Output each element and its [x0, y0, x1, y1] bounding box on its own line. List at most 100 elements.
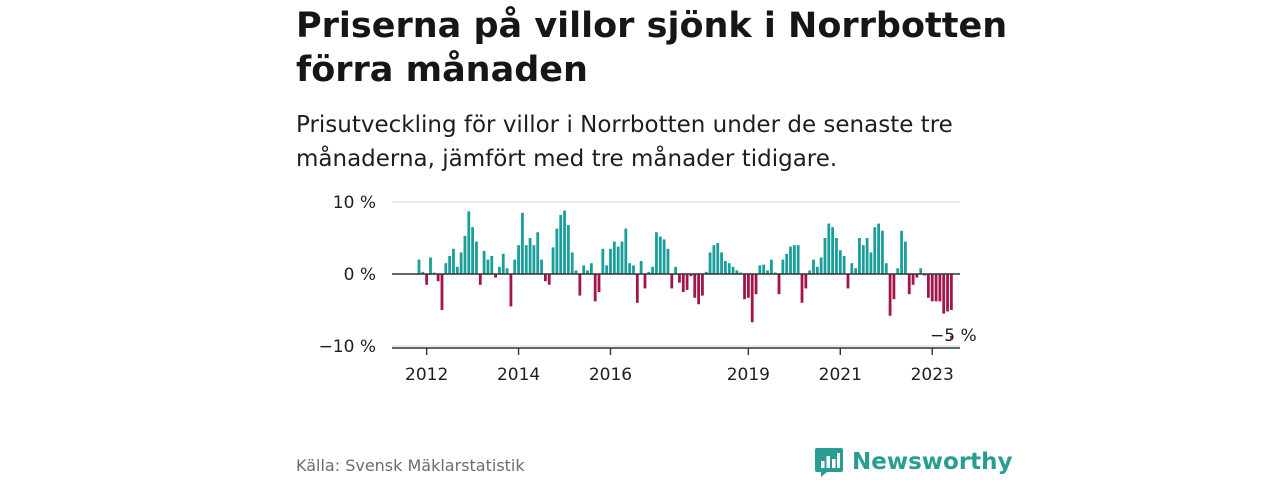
- x-tick-label: 2012: [405, 365, 448, 385]
- bar: [884, 263, 888, 274]
- source-note: Källa: Svensk Mäklarstatistik: [296, 456, 525, 475]
- bar: [815, 266, 819, 274]
- bar: [517, 245, 520, 274]
- bar: [919, 268, 923, 274]
- bar: [624, 228, 628, 274]
- bar: [731, 266, 735, 274]
- bar: [792, 245, 796, 274]
- bar: [674, 266, 678, 274]
- bar: [693, 274, 697, 298]
- bar: [869, 252, 873, 274]
- bar: [448, 256, 452, 274]
- bar: [425, 274, 429, 285]
- bar: [574, 270, 578, 274]
- bar: [559, 214, 563, 274]
- bar: [662, 239, 666, 274]
- bar: [685, 274, 689, 290]
- bar: [934, 274, 938, 302]
- bar: [796, 245, 800, 274]
- x-tick-label: 2014: [497, 365, 540, 385]
- bar: [926, 274, 930, 298]
- bar: [900, 230, 903, 274]
- bar: [858, 238, 861, 274]
- bar: [632, 265, 635, 274]
- bar: [861, 245, 865, 274]
- bar: [494, 274, 497, 278]
- bar: [555, 228, 559, 274]
- bar: [471, 227, 475, 274]
- bar: [720, 252, 723, 274]
- bar: [681, 274, 685, 292]
- bar: [452, 248, 455, 274]
- bar: [831, 227, 835, 274]
- x-tick-label: 2021: [819, 365, 862, 385]
- bar-chart-logo-icon: [815, 448, 843, 477]
- bar: [708, 252, 712, 274]
- bar: [769, 259, 773, 274]
- bar: [513, 259, 517, 274]
- bar: [854, 268, 858, 274]
- bar: [524, 245, 528, 274]
- bar: [658, 236, 662, 274]
- bar: [478, 274, 482, 285]
- bar: [689, 274, 693, 277]
- bar: [501, 253, 505, 274]
- bar: [911, 274, 915, 285]
- bar: [666, 248, 670, 274]
- bar: [835, 238, 838, 274]
- bar: [781, 259, 785, 274]
- bar: [942, 274, 946, 314]
- y-tick-label: −10 %: [319, 337, 376, 357]
- bar: [570, 252, 574, 274]
- bar: [582, 265, 586, 274]
- brand-name: Newsworthy: [852, 449, 1013, 475]
- bar: [647, 271, 651, 274]
- bar: [417, 259, 421, 274]
- bar: [616, 246, 620, 274]
- bar: [704, 271, 708, 274]
- bar: [808, 270, 812, 274]
- bar: [766, 270, 769, 274]
- bar: [563, 210, 566, 274]
- bar: [543, 274, 547, 282]
- bar: [877, 223, 880, 274]
- bar: [521, 212, 524, 274]
- bar: [505, 268, 509, 274]
- x-tick-label: 2023: [911, 365, 954, 385]
- bar: [777, 274, 781, 295]
- bar: [754, 274, 758, 295]
- bar: [750, 274, 754, 323]
- bar: [593, 274, 597, 302]
- last-value-annotation: −5 %: [930, 326, 977, 346]
- bar: [444, 263, 448, 274]
- bar: [904, 241, 907, 274]
- brand-logo: Newsworthy: [814, 446, 1013, 478]
- bar: [440, 274, 444, 310]
- bar: [482, 250, 486, 274]
- bar: [746, 274, 750, 298]
- bar: [678, 274, 681, 283]
- bar: [949, 274, 953, 310]
- bar: [639, 261, 643, 274]
- bar: [670, 274, 674, 289]
- bar: [509, 274, 513, 307]
- chart-title: Priserna på villor sjönk i Norrbotten fö…: [296, 6, 1008, 90]
- bar: [609, 248, 612, 274]
- bar: [930, 274, 934, 302]
- bar: [498, 266, 501, 274]
- y-axis-labels: 10 % 0 % −10 %: [319, 193, 376, 357]
- bars: [417, 210, 953, 339]
- bar: [421, 271, 425, 274]
- bar: [605, 265, 609, 274]
- bar: [819, 257, 823, 274]
- chart-subtitle: Prisutveckling för villor i Norrbotten u…: [296, 112, 953, 172]
- bar: [892, 274, 896, 300]
- bar: [907, 274, 911, 295]
- bar: [881, 230, 884, 274]
- bar: [486, 259, 490, 274]
- bar: [701, 274, 704, 296]
- bar: [536, 232, 540, 274]
- bar: [655, 232, 658, 274]
- bar: [540, 259, 543, 274]
- bar: [578, 274, 582, 296]
